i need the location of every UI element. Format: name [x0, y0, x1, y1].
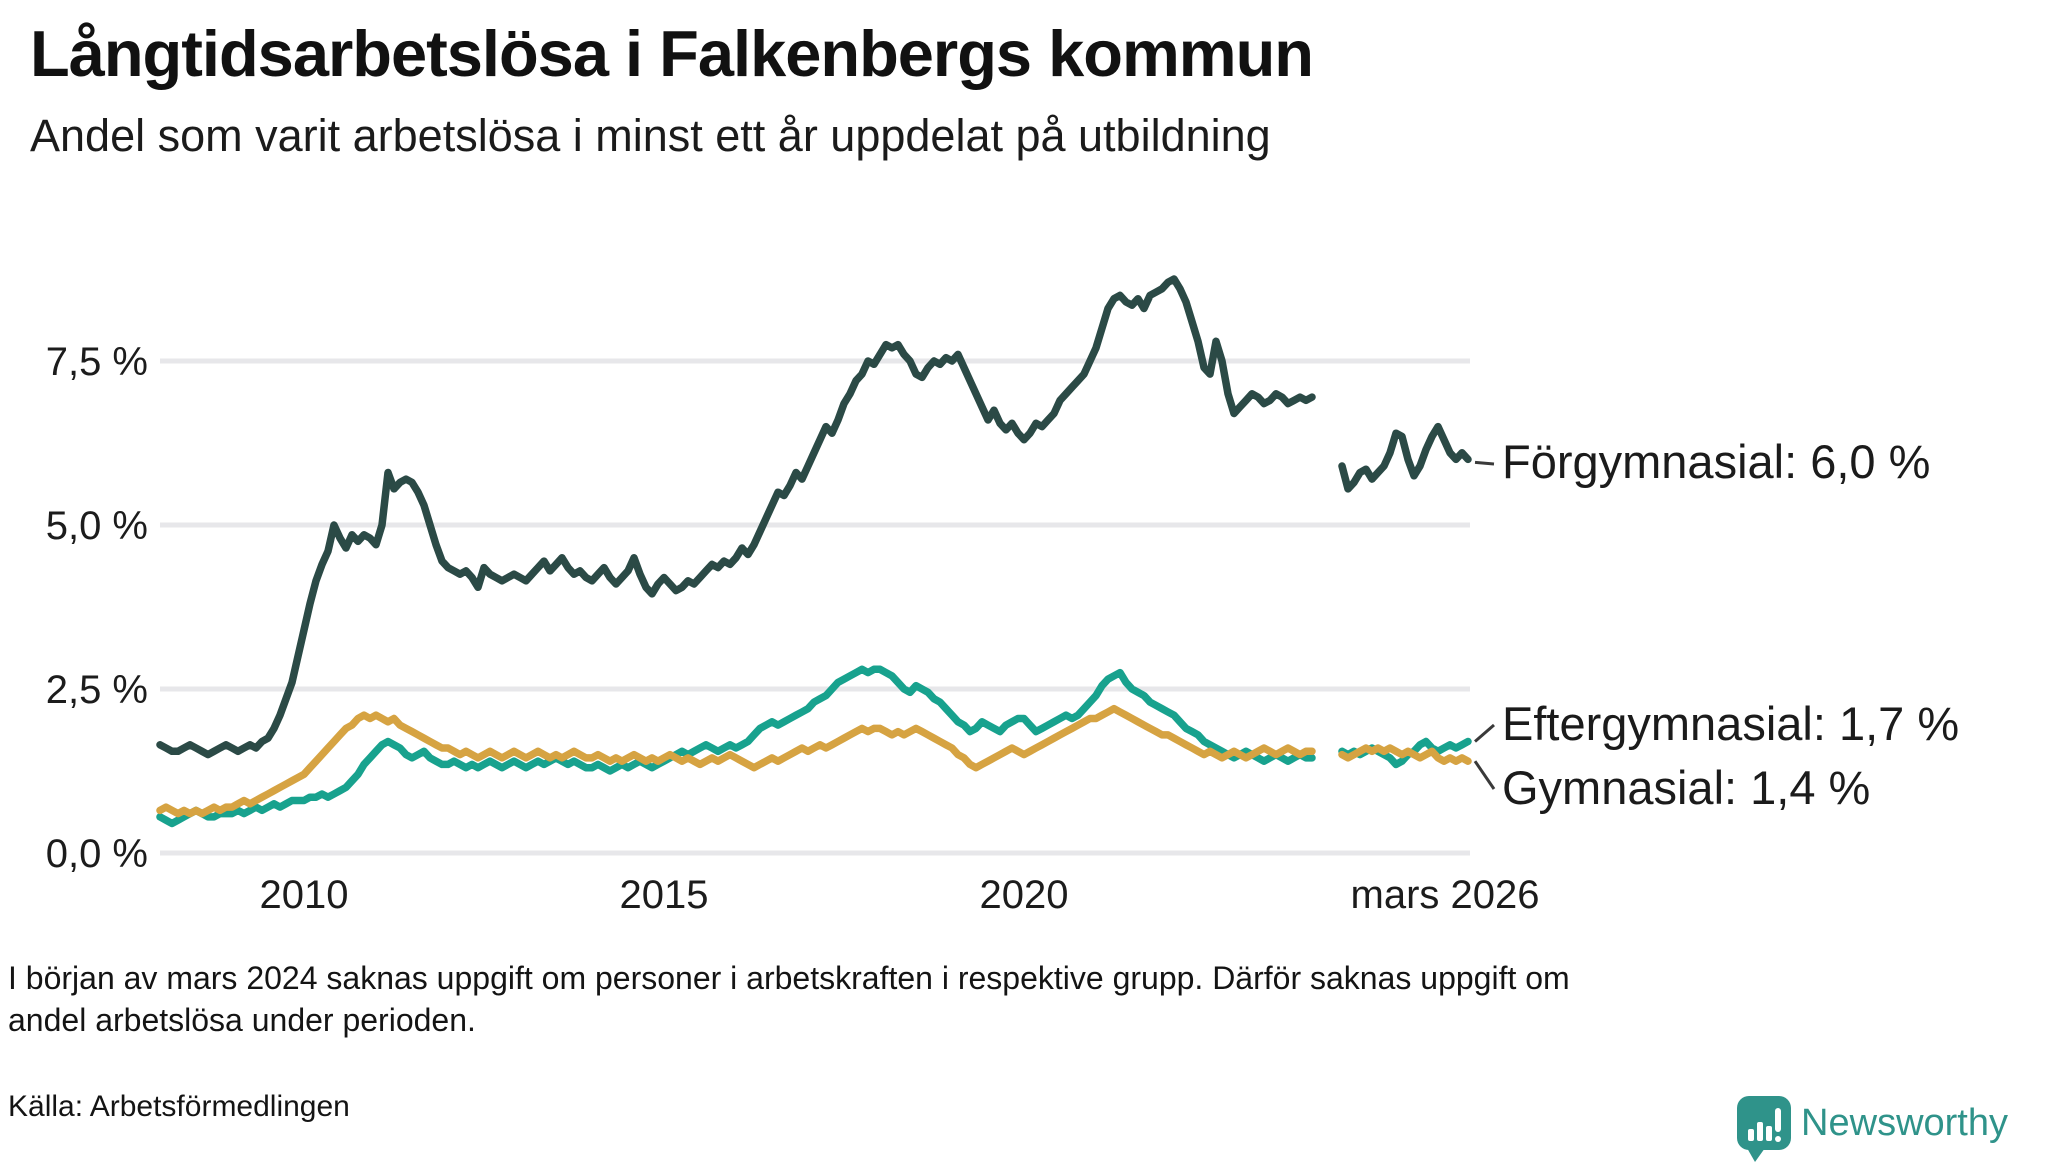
- x-axis-tick-label: mars 2026: [1351, 873, 1540, 917]
- page-subtitle: Andel som varit arbetslösa i minst ett å…: [30, 110, 1271, 161]
- y-axis-tick-label: 7,5 %: [46, 340, 148, 384]
- label-connector: [1474, 460, 1495, 466]
- series-line-gymnasial: [156, 704, 1472, 818]
- x-axis-tick-label: 2020: [980, 873, 1069, 917]
- series-label-gymnasial: Gymnasial: 1,4 %: [1502, 761, 1871, 814]
- x-axis-tick-label: 2015: [620, 873, 709, 917]
- y-axis-tick-label: 0,0 %: [46, 832, 148, 876]
- newsworthy-logo-text: Newsworthy: [1801, 1101, 2008, 1144]
- source-attribution: Källa: Arbetsförmedlingen: [8, 1090, 350, 1123]
- label-connector: [1473, 760, 1496, 790]
- footnote-line-1: I början av mars 2024 saknas uppgift om …: [8, 960, 1570, 996]
- footnote-line-2: andel arbetslösa under perioden.: [8, 1002, 476, 1038]
- series-line-förgymnasial: [156, 275, 1472, 759]
- page-title: Långtidsarbetslösa i Falkenbergs kommun: [30, 17, 1314, 90]
- speech-bubble-bar-chart-icon: [1737, 1096, 1792, 1162]
- x-axis-tick-label: 2010: [260, 873, 349, 917]
- newsworthy-logo: Newsworthy: [1737, 1096, 2008, 1162]
- label-connector: [1474, 723, 1495, 743]
- series-label-eftergymnasial: Eftergymnasial: 1,7 %: [1502, 697, 1960, 750]
- y-axis-tick-label: 2,5 %: [46, 668, 148, 712]
- y-axis-tick-label: 5,0 %: [46, 504, 148, 548]
- series-label-forgymnasial: Förgymnasial: 6,0 %: [1502, 435, 1931, 488]
